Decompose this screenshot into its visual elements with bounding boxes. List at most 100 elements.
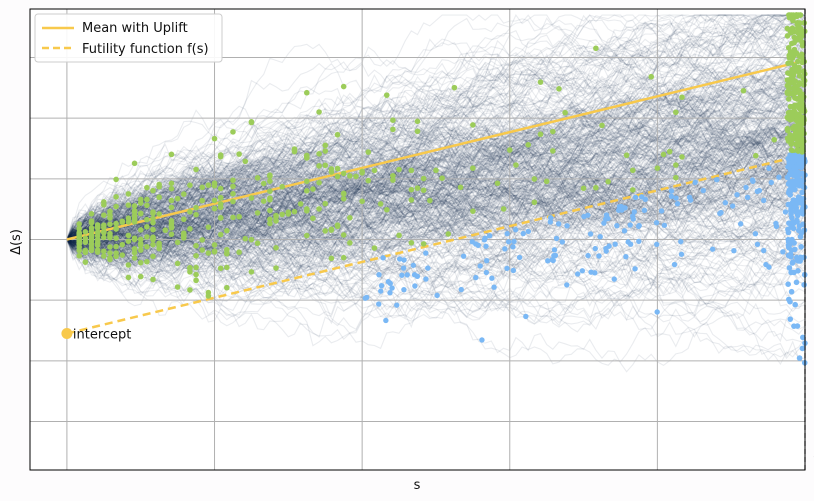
simulated-path (66, 97, 806, 251)
crossing-point (470, 122, 476, 128)
terminal-point (785, 44, 792, 51)
simulated-path (66, 37, 806, 241)
crossing-point (408, 167, 415, 174)
simulated-path (66, 67, 806, 240)
crossing-point (119, 241, 126, 248)
crossing-point (88, 211, 95, 217)
crossing-point (230, 190, 236, 197)
crossing-point (187, 226, 193, 232)
simulated-path (66, 117, 806, 251)
futility-stop-point (793, 164, 799, 171)
crossing-point (470, 208, 476, 214)
crossing-point (82, 259, 89, 265)
simulated-path (66, 120, 806, 272)
simulated-path (66, 140, 806, 271)
simulated-path (66, 14, 806, 242)
futility-stop-point (603, 248, 609, 254)
crossing-point (316, 206, 322, 212)
crossing-point (420, 241, 427, 247)
crossing-point (457, 184, 464, 191)
crossing-point (113, 203, 119, 210)
simulated-path (66, 141, 806, 246)
crossing-point (629, 167, 636, 174)
crossing-point (340, 170, 347, 177)
simulated-path (66, 131, 806, 278)
crossing-point (94, 229, 101, 236)
futility-stop-point (630, 216, 636, 222)
simulated-path (66, 153, 806, 264)
simulated-path (66, 180, 806, 258)
futility-stop-point (797, 195, 803, 201)
crossing-point (187, 182, 193, 188)
crossing-point (580, 185, 587, 192)
crossing-point (303, 178, 310, 185)
simulated-path (66, 32, 806, 240)
futility-stop-point (744, 194, 751, 201)
crossing-point (445, 231, 452, 237)
simulated-path (66, 178, 806, 312)
simulated-path (66, 67, 806, 249)
simulated-path (66, 78, 806, 241)
futility-stop-point (756, 187, 763, 194)
simulated-path (66, 56, 806, 261)
terminal-point (795, 58, 801, 65)
futility-stop-point (475, 242, 481, 248)
crossing-point (537, 79, 544, 85)
simulated-path (66, 171, 806, 263)
crossing-point (88, 228, 95, 234)
simulated-path (66, 64, 806, 245)
simulated-path (66, 147, 806, 252)
futility-stop-point (479, 337, 485, 343)
simulated-path (66, 95, 806, 240)
simulated-path (66, 168, 806, 266)
crossing-point (199, 247, 206, 253)
crossing-point (396, 232, 402, 239)
crossing-point (107, 250, 113, 256)
futility-stop-point (434, 292, 440, 299)
terminal-point (801, 281, 807, 288)
simulated-path (66, 83, 806, 240)
crossing-point (347, 173, 353, 179)
intercept-label: intercept (73, 328, 131, 343)
simulated-path (66, 159, 806, 275)
futility-stop-point (614, 222, 620, 229)
simulated-path (66, 221, 806, 283)
crossing-point (267, 216, 273, 223)
terminal-point (793, 279, 800, 286)
simulated-path (66, 184, 806, 273)
simulated-path (66, 72, 806, 240)
futility-stop-point (597, 234, 603, 240)
crossing-point (119, 219, 126, 226)
annotation-layer: interceptT (61, 328, 814, 470)
futility-stop-point (632, 266, 638, 272)
terminal-point (789, 27, 796, 34)
simulated-path (66, 168, 806, 331)
simulated-path (66, 217, 806, 298)
crossing-point (506, 147, 513, 153)
crossing-point (101, 222, 107, 228)
futility-stop-point (714, 177, 720, 183)
crossing-point (414, 128, 421, 135)
simulated-path (66, 182, 806, 250)
simulated-path (66, 14, 805, 240)
simulated-path (66, 24, 806, 240)
simulated-path (66, 75, 806, 249)
simulated-path (66, 216, 806, 313)
simulated-path (66, 101, 806, 253)
crossing-point (174, 239, 181, 246)
simulated-path (66, 149, 806, 252)
crossing-point (322, 228, 329, 234)
crossing-point (531, 199, 538, 206)
crossing-point (168, 218, 175, 224)
crossing-point (260, 198, 267, 205)
simulated-path (66, 157, 806, 240)
futility-stop-point (734, 191, 740, 198)
crossing-point (334, 173, 341, 180)
futility-stop-point (790, 219, 797, 226)
crossing-point (230, 183, 236, 190)
crossing-point (119, 252, 126, 258)
crossing-point (242, 158, 249, 165)
simulated-path (66, 14, 805, 262)
futility-stop-point (658, 208, 665, 214)
